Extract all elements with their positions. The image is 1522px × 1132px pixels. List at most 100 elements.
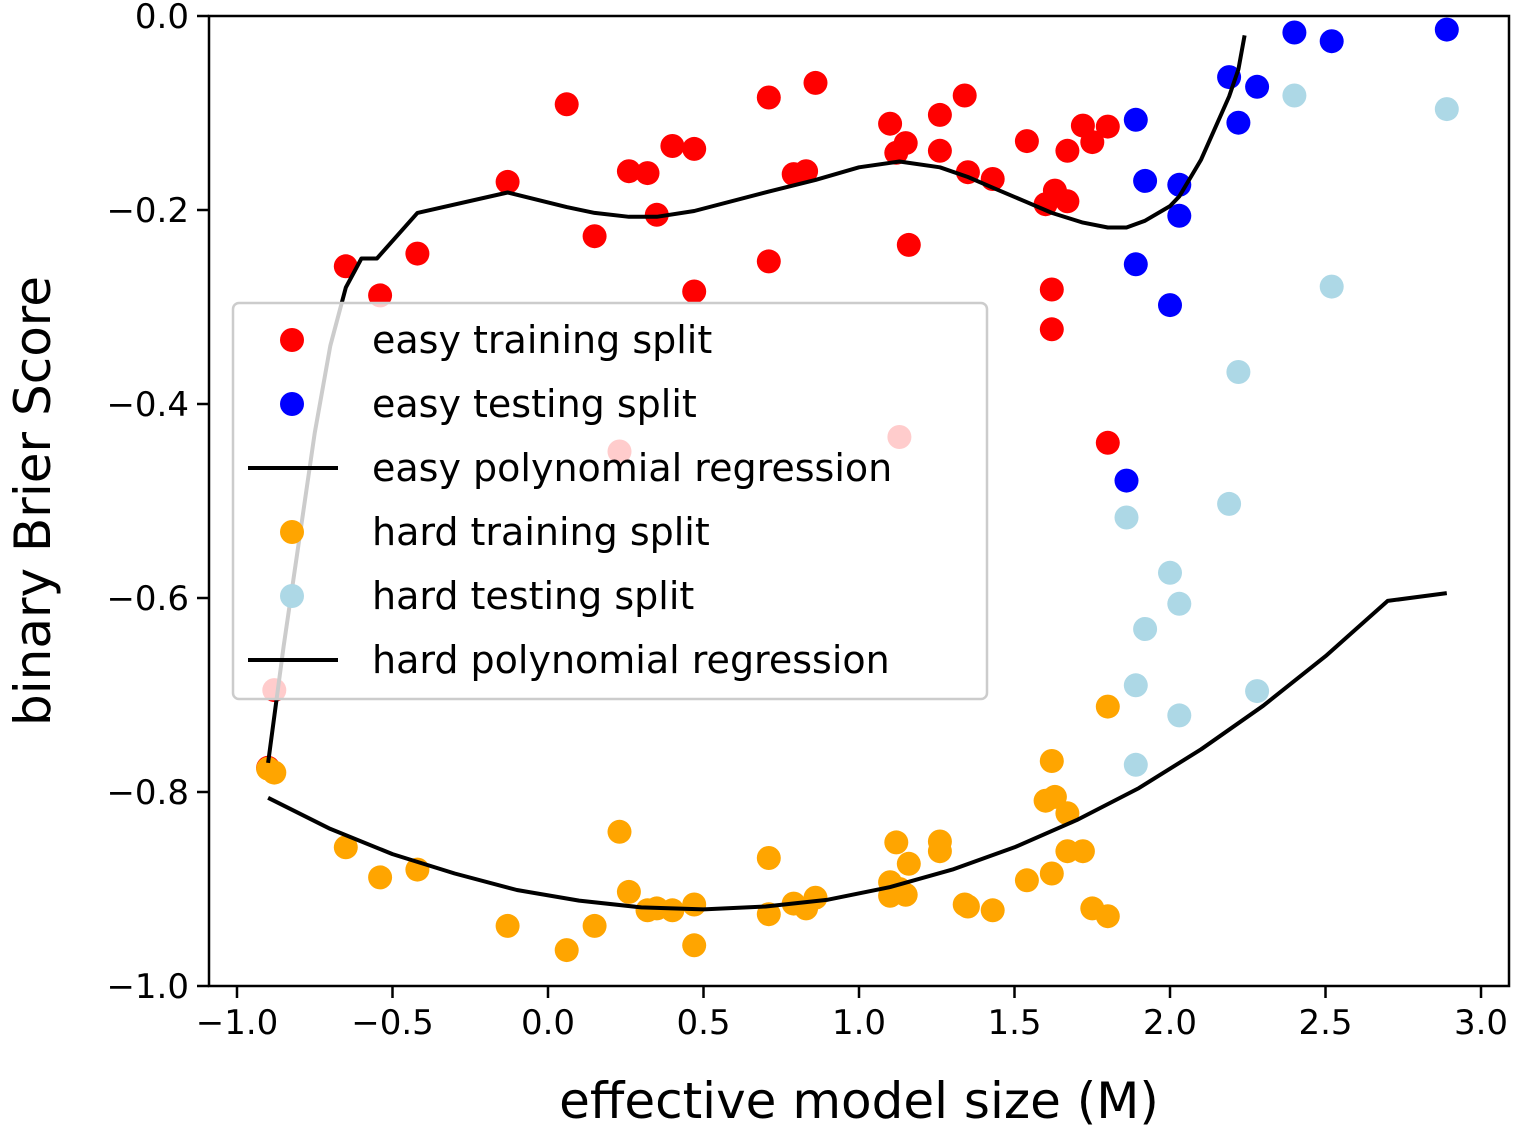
legend-items: easy training split easy testing split eas…: [248, 318, 892, 682]
y-axis-title: binary Brier Score: [4, 276, 62, 726]
series-0-point-40: [1095, 430, 1120, 455]
legend-label-0: easy training split: [372, 318, 712, 362]
series-3-point-6: [554, 938, 579, 963]
regression-lines-layer: [266, 35, 1448, 912]
series-4-point-7: [1217, 491, 1242, 516]
series-0-point-15: [756, 85, 781, 110]
series-0-point-38: [1080, 130, 1105, 155]
series-3-point-41: [1095, 904, 1120, 929]
legend-marker-3: [280, 520, 304, 544]
series-4-point-6: [1167, 703, 1192, 728]
series-0-point-30: [1014, 129, 1039, 154]
series-3-point-34: [1039, 861, 1064, 886]
x-tick-label-6: 2.0: [1143, 1003, 1197, 1043]
series-3-point-38: [1070, 839, 1095, 864]
legend-marker-4: [280, 584, 304, 608]
series-1-point-5: [1167, 172, 1192, 197]
x-tick-label-5: 1.5: [987, 1003, 1041, 1043]
series-1-point-12: [1434, 17, 1459, 42]
series-3-point-40: [1095, 694, 1120, 719]
x-tick-label-8: 3.0: [1454, 1003, 1508, 1043]
x-tick-label-2: 0.0: [521, 1003, 575, 1043]
legend-label-4: hard testing split: [372, 574, 694, 618]
series-0-point-13: [682, 136, 707, 161]
series-3-point-8: [607, 819, 632, 844]
series-1-point-11: [1319, 29, 1344, 54]
y-tick-label-2: −0.4: [106, 385, 189, 425]
series-0-point-35: [1055, 138, 1080, 163]
series-3-point-3: [368, 865, 393, 890]
series-3-point-9: [616, 879, 641, 904]
series-3-point-22: [884, 830, 909, 855]
series-3-point-5: [495, 913, 520, 938]
x-axis-title: effective model size (M): [559, 1072, 1159, 1130]
series-3-point-35: [1042, 784, 1067, 809]
series-3-point-30: [980, 898, 1005, 923]
series-0-point-18: [794, 159, 819, 184]
x-tick-label-0: −1.0: [196, 1003, 279, 1043]
series-3-point-19: [803, 885, 828, 910]
series-1-point-6: [1167, 203, 1192, 228]
series-0-point-19: [803, 70, 828, 95]
series-3-point-1: [262, 760, 287, 785]
series-4-point-10: [1282, 83, 1307, 108]
legend: easy training split easy testing split eas…: [231, 301, 989, 701]
data-points-layer: [256, 17, 1459, 963]
series-3-point-27: [927, 839, 952, 864]
series-0-point-36: [1055, 189, 1080, 214]
y-tick-label-1: −0.2: [106, 191, 189, 231]
series-1-point-10: [1282, 20, 1307, 45]
series-3-point-13: [682, 892, 707, 917]
series-2-line: [266, 35, 1247, 764]
series-3-point-2: [333, 835, 358, 860]
series-0-point-32: [1039, 277, 1064, 302]
series-0-point-25: [927, 102, 952, 127]
legend-box: [231, 301, 989, 701]
y-axis-ticks: 0.0 −0.2 −0.4 −0.6 −0.8 −1.0: [106, 0, 209, 1007]
series-1-point-9: [1245, 74, 1270, 99]
series-4-point-12: [1434, 97, 1459, 122]
series-3-point-29: [955, 894, 980, 919]
series-1-point-3: [1133, 168, 1158, 193]
series-0-point-12: [660, 134, 685, 158]
y-tick-label-4: −0.8: [106, 773, 189, 813]
legend-label-1: easy testing split: [372, 382, 697, 426]
series-3-point-24: [893, 882, 918, 907]
series-0-point-7: [582, 224, 607, 249]
series-1-point-2: [1123, 252, 1148, 277]
series-0-point-6: [554, 92, 579, 117]
x-tick-label-7: 2.5: [1298, 1003, 1352, 1043]
series-4-point-0: [1114, 505, 1139, 530]
series-1-point-4: [1158, 293, 1182, 318]
series-0-point-24: [896, 232, 921, 257]
series-3-point-15: [756, 846, 781, 870]
series-4-point-4: [1158, 560, 1182, 585]
series-4-point-8: [1226, 360, 1251, 384]
series-4-point-11: [1319, 274, 1344, 299]
series-3-point-31: [1014, 868, 1039, 893]
series-3-point-14: [682, 933, 707, 958]
series-0-point-10: [635, 161, 660, 186]
series-0-point-14: [682, 279, 707, 304]
y-tick-label-3: −0.6: [106, 579, 189, 619]
series-3-point-33: [1039, 749, 1064, 773]
y-tick-label-5: −1.0: [106, 967, 189, 1007]
series-0-point-3: [368, 283, 393, 308]
series-1-point-0: [1114, 468, 1139, 493]
legend-label-5: hard polynomial regression: [372, 638, 890, 682]
legend-marker-0: [280, 328, 304, 352]
series-0-point-27: [952, 83, 977, 108]
series-0-point-20: [878, 111, 903, 136]
x-axis-ticks: −1.0 −0.5 0.0 0.5 1.0 1.5 2.0 2.5 3.0: [196, 986, 1508, 1043]
x-tick-label-4: 1.0: [832, 1003, 886, 1043]
legend-label-2: easy polynomial regression: [372, 446, 892, 490]
series-0-point-26: [927, 138, 952, 163]
series-0-point-9: [616, 159, 641, 184]
series-4-point-3: [1133, 617, 1158, 641]
x-tick-label-1: −0.5: [351, 1003, 434, 1043]
series-0-point-39: [1095, 114, 1120, 139]
series-3-point-25: [896, 851, 921, 876]
series-5-line: [267, 591, 1448, 912]
legend-marker-1: [280, 392, 304, 416]
